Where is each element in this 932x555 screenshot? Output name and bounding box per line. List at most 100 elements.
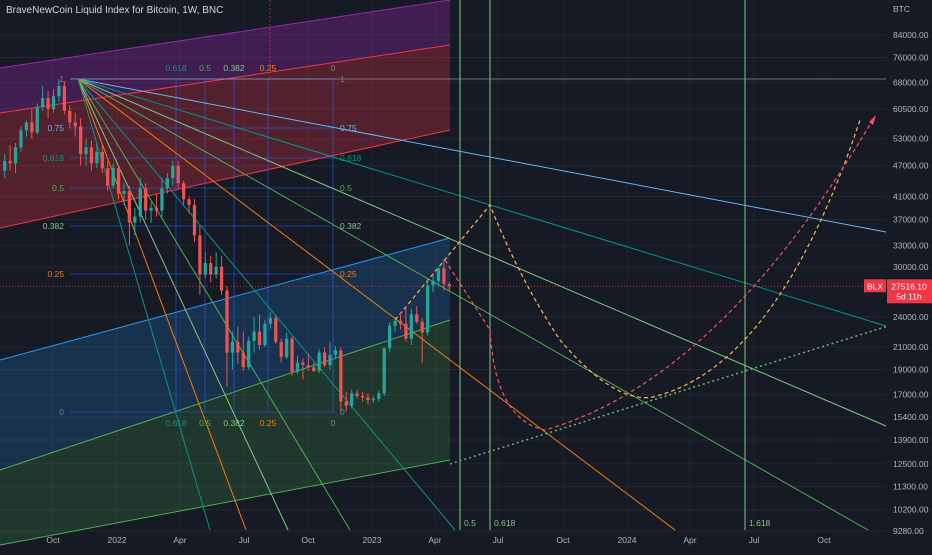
fib-level-label-right: 0 <box>340 407 345 417</box>
currency-label: BTC <box>893 4 910 14</box>
fan-line[interactable] <box>77 78 456 531</box>
x-tick-label: 2024 <box>618 535 637 545</box>
price-tag <box>887 279 932 304</box>
candle-body <box>219 266 224 291</box>
x-tick-label: Oct <box>817 535 831 545</box>
candle-body <box>116 168 121 194</box>
fan-line[interactable] <box>77 78 247 531</box>
fib-time-label-top: 0.618 <box>165 63 187 73</box>
fib-level-label-left: 0.5 <box>52 183 64 193</box>
fib-time-label-top: 0 <box>331 63 336 73</box>
candle-body <box>442 268 446 284</box>
countdown-label: 5d 11h <box>896 291 922 301</box>
x-tick-label: Jul <box>493 535 504 545</box>
candle-body <box>57 85 61 97</box>
fan-line[interactable] <box>77 78 887 327</box>
trend-line-dotted[interactable] <box>449 325 887 465</box>
candle-body <box>19 130 23 148</box>
candle-body <box>160 188 164 211</box>
fib-level-label-left: 1 <box>59 74 64 84</box>
candle-body <box>350 393 354 406</box>
candle-body <box>171 165 175 179</box>
fan-line[interactable] <box>77 78 887 233</box>
fib-time-label-bottom: 0 <box>331 418 336 428</box>
fib-level-label-right: 0.25 <box>340 269 357 279</box>
x-tick-label: 2022 <box>108 535 127 545</box>
fib-time-label-top: 0.5 <box>199 63 211 73</box>
fan-line[interactable] <box>77 78 676 531</box>
candle-body <box>247 340 251 368</box>
candle-body <box>73 122 77 127</box>
fib-labels: 1 1 0.75 0.75 0.618 0.618 0.5 0.5 0.382 0.382 0.25… <box>43 63 771 528</box>
y-tick-label: 76000.00 <box>893 53 929 63</box>
candle-body <box>225 290 229 353</box>
x-tick-label: Oct <box>301 535 315 545</box>
y-tick-label: 33000.00 <box>893 240 929 250</box>
candle-body <box>398 320 403 324</box>
channel-bottom-line[interactable] <box>0 459 451 546</box>
fan-line[interactable] <box>77 78 887 427</box>
candle-body <box>149 207 153 211</box>
candle-body <box>51 96 56 109</box>
fib-level-label-left: 0.382 <box>43 221 65 231</box>
y-tick-label: 41000.00 <box>893 191 929 201</box>
chart-title: BraveNewCoin Liquid Index for Bitcoin, 1… <box>6 5 224 16</box>
fan-line[interactable] <box>77 78 211 531</box>
channel-mid-line[interactable] <box>0 237 451 361</box>
candle-body <box>84 147 88 155</box>
candle-body <box>420 321 424 333</box>
candle-body <box>68 110 72 123</box>
y-tick-label: 47000.00 <box>893 161 929 171</box>
channel-upper-lower-line[interactable] <box>0 129 451 229</box>
fib-level-label-right: 0.75 <box>340 123 357 133</box>
candle-body <box>100 151 104 169</box>
candle-body <box>144 188 148 211</box>
candle-body <box>187 199 191 205</box>
symbol-tag <box>864 279 886 293</box>
fib-time-zone-label: 0.5 <box>464 518 476 528</box>
candle-body <box>133 216 137 223</box>
fan-line[interactable] <box>77 78 289 531</box>
y-tick-label: 11300.00 <box>893 482 928 492</box>
candle-body <box>263 323 267 345</box>
candle-body <box>122 191 126 194</box>
candle-body <box>312 367 316 371</box>
candle-body <box>301 362 305 365</box>
x-tick-label: 2023 <box>363 535 382 545</box>
y-tick-label: 30000.00 <box>893 262 929 272</box>
fan-line[interactable] <box>77 78 351 531</box>
candle-body <box>431 280 435 286</box>
y-tick-label: 21000.00 <box>893 342 929 352</box>
candle-body <box>111 168 115 186</box>
candle-body <box>285 338 289 357</box>
x-tick-label: Oct <box>46 535 60 545</box>
y-tick-label: 68000.00 <box>893 78 929 88</box>
candle-body <box>404 323 408 339</box>
candle-body <box>89 147 94 164</box>
y-tick-label: 17000.00 <box>893 390 929 400</box>
projection-orange[interactable] <box>394 119 861 399</box>
candle-body <box>127 191 132 223</box>
y-tick-label: 24000.00 <box>893 312 929 322</box>
candle-body <box>192 204 197 236</box>
fib-time-label-bottom: 0.25 <box>260 418 277 428</box>
candle-body <box>447 283 451 287</box>
candle-body <box>328 354 332 365</box>
candle-body <box>30 122 34 133</box>
candle-body <box>198 235 202 275</box>
candle-body <box>279 341 283 357</box>
candle-body <box>106 168 110 186</box>
drawing-lines[interactable] <box>0 0 887 546</box>
fib-time-label-bottom: 0.5 <box>199 418 211 428</box>
candle-body <box>333 350 338 355</box>
price-axis: 84000.00 76000.00 68000.00 60500.00 53000.00… <box>864 4 932 536</box>
projection-red[interactable] <box>444 115 876 431</box>
fib-level-label-left: 0.25 <box>47 269 64 279</box>
channel-top-line[interactable] <box>0 0 451 69</box>
y-tick-label: 53000.00 <box>893 134 929 144</box>
x-tick-label: Apr <box>173 535 186 545</box>
candle-body <box>268 318 272 324</box>
candle-body <box>415 314 419 322</box>
